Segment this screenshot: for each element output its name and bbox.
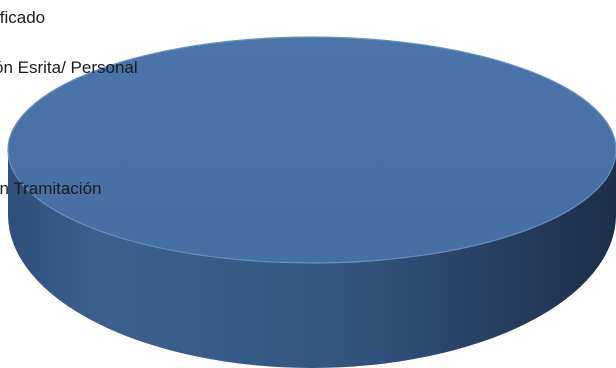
slice-label-certificado: ificado (0, 8, 45, 27)
pie-slice-en-tramitacion (7, 36, 616, 264)
slice-label-en-tramitacion: en Tramitación (0, 179, 102, 198)
slice-label-esrita-personal: ón Esrita/ Personal (0, 58, 138, 77)
